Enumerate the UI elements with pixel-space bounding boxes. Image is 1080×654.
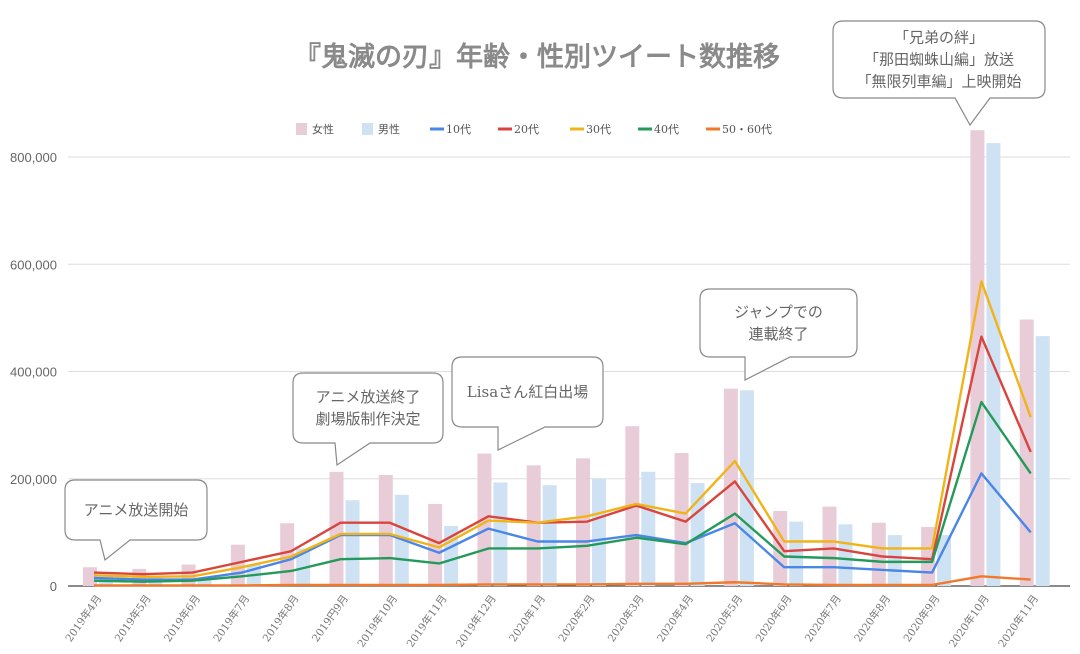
x-tick-label: 2019年12月: [453, 592, 499, 650]
callout-text: 劇場版制作決定: [315, 410, 420, 428]
bar-female: [83, 567, 97, 586]
legend: 女性 男性 10代 20代 30代 40代 50・60代: [296, 122, 772, 136]
x-tick-label: 2020年8月: [851, 592, 893, 644]
callout-bubble: [292, 372, 444, 467]
x-tick-label: 2019年5月: [112, 592, 154, 644]
bar-female: [280, 523, 295, 586]
y-tick-label: 200,000: [10, 472, 57, 487]
bar-male: [444, 525, 459, 586]
callout-bubble: [699, 288, 858, 381]
chart-title: 『鬼滅の刃』年齢・性別ツイート数推移: [294, 41, 780, 73]
y-axis: 0 200,000 400,000 600,000 800,000: [10, 150, 57, 594]
x-tick-label: 2019年8月: [260, 592, 302, 644]
callout-text: 連載終了: [748, 325, 808, 343]
legend-swatch: [362, 123, 373, 135]
y-tick-label: 0: [50, 579, 57, 594]
legend-label: 20代: [514, 123, 539, 136]
legend-label: 50・60代: [722, 123, 772, 136]
bar-female: [526, 465, 541, 586]
callout-bubble: [64, 479, 208, 562]
bar-female: [428, 503, 443, 586]
x-tick-label: 2020年3月: [605, 592, 647, 644]
legend-label: 女性: [312, 122, 334, 136]
line-series-0: [93, 472, 1032, 581]
x-tick-label: 2020年4月: [654, 592, 696, 644]
bar-male: [592, 478, 606, 586]
x-tick-label: 2020年6月: [753, 592, 795, 644]
x-tick-label: 2019年10月: [355, 592, 401, 650]
callout-text: 「那田蜘蛛山編」放送: [864, 51, 1014, 69]
line-series-3: [93, 400, 1032, 583]
x-axis: 2019年4月 2019年5月 2019年6月 2019年7月 2019年8月 2019円…: [63, 592, 1042, 650]
bar-female: [822, 506, 837, 586]
x-tick-label: 2020年11月: [995, 592, 1041, 650]
x-tick-label: 2019円9月: [310, 593, 351, 644]
callout-text: 「無限列車編」上映開始: [856, 73, 1021, 91]
callout-text: 「兄弟の絆」: [894, 29, 984, 47]
line-series-2: [93, 280, 1032, 579]
y-tick-label: 800,000: [10, 150, 57, 165]
callout-text: Lisaさん紅白出場: [467, 383, 588, 401]
bar-female: [329, 471, 344, 586]
x-tick-label: 2020年5月: [704, 592, 746, 644]
x-tick-label: 2019年11月: [404, 592, 450, 650]
x-tick-label: 2020年9月: [901, 592, 943, 644]
bar-male: [641, 471, 656, 586]
y-tick-label: 400,000: [10, 365, 57, 380]
legend-label: 男性: [378, 122, 400, 136]
x-tick-label: 2019年4月: [63, 592, 105, 644]
annotation-callout: Lisaさん紅白出場: [451, 356, 604, 451]
bar-male: [197, 577, 212, 586]
legend-swatch: [296, 123, 307, 135]
callout-text: アニメ放送終了: [316, 388, 421, 406]
bar-female: [723, 388, 738, 586]
callout-bubble: [451, 356, 604, 451]
lines: [93, 280, 1032, 587]
legend-label: 30代: [586, 123, 611, 136]
x-tick-label: 2019年7月: [211, 592, 253, 644]
x-tick-label: 2020年10月: [946, 592, 992, 650]
x-tick-label: 2020年1月: [506, 592, 548, 644]
callout-bubble: [832, 20, 1046, 127]
bar-female: [378, 474, 393, 586]
x-tick-label: 2019年6月: [161, 592, 203, 644]
line-series-4: [94, 575, 1031, 587]
annotation-callout: 「兄弟の絆」「那田蜘蛛山編」放送「無限列車編」上映開始: [832, 20, 1046, 127]
legend-label: 40代: [654, 123, 679, 136]
bar-male: [937, 535, 952, 586]
bar-male: [493, 482, 508, 586]
callout-text: ジャンプでの: [734, 303, 823, 321]
bar-male: [345, 500, 360, 586]
bar-male: [838, 524, 853, 586]
x-tick-label: 2020年2月: [556, 592, 598, 644]
bar-female: [230, 544, 245, 586]
y-tick-label: 600,000: [10, 257, 57, 272]
line-series-1: [93, 335, 1032, 576]
callout-text: アニメ放送開始: [84, 501, 189, 519]
bar-male: [789, 521, 804, 586]
bar-male: [887, 535, 902, 586]
bar-male: [1035, 336, 1050, 586]
x-tick-label: 2020年7月: [802, 592, 844, 644]
bar-female: [1019, 319, 1034, 586]
annotation-callout: アニメ放送開始: [64, 479, 208, 562]
bar-male: [542, 485, 557, 586]
legend-label: 10代: [446, 123, 471, 136]
